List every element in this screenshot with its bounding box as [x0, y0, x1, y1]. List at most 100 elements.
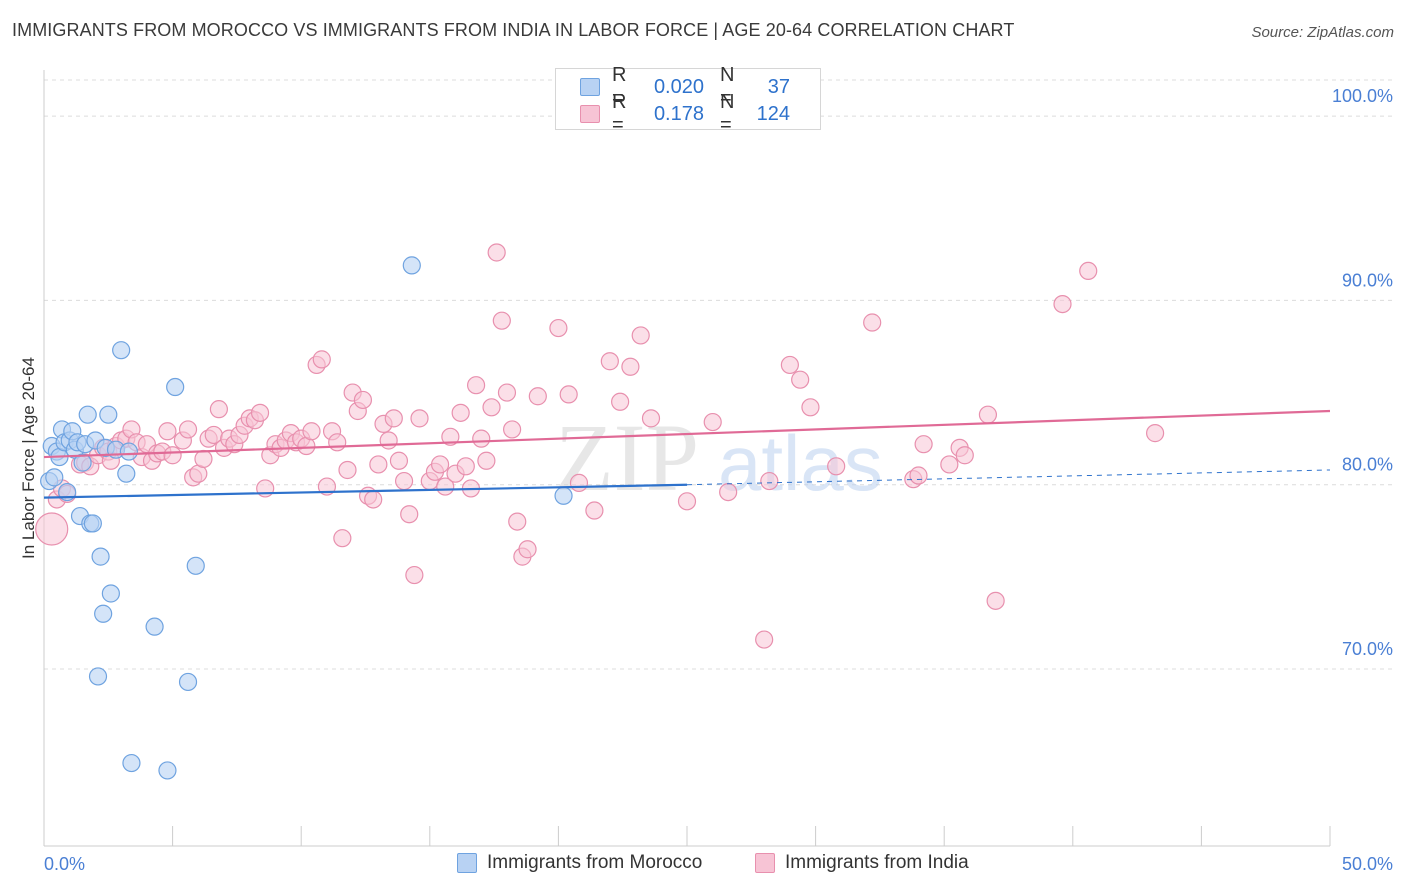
trendlines — [43, 409, 1331, 499]
morocco-point — [178, 672, 198, 692]
x-tick-label-max: 50.0% — [1342, 854, 1393, 874]
india-point — [178, 420, 198, 439]
chart-title: IMMIGRANTS FROM MOROCCO VS IMMIGRANTS FR… — [12, 20, 1015, 40]
morocco-point — [88, 667, 108, 686]
india-point — [328, 433, 347, 452]
india-point — [209, 400, 228, 419]
india-point — [466, 376, 486, 395]
morocco-point — [122, 753, 141, 773]
india-point — [1053, 294, 1072, 314]
y-tick-label: 70.0% — [1342, 639, 1393, 659]
series-legend-india[interactable]: Immigrants from India — [755, 852, 969, 874]
legend-swatch-india — [580, 105, 600, 123]
india-point — [585, 501, 604, 520]
india-point — [436, 477, 455, 496]
morocco-point — [402, 256, 421, 275]
india-point — [400, 505, 419, 524]
legend-r-value-morocco: 0.020 — [653, 75, 704, 98]
legend-r-value-india: 0.178 — [653, 102, 704, 125]
india-point — [333, 529, 352, 548]
legend-n-value-morocco: 37 — [767, 75, 790, 98]
india-point — [549, 318, 568, 338]
series-legend-swatch-india — [755, 853, 775, 873]
india-point — [677, 492, 697, 511]
morocco-point — [94, 604, 113, 623]
india-points — [35, 243, 1165, 649]
india-point — [755, 630, 774, 649]
india-point — [760, 471, 779, 491]
india-point — [451, 403, 470, 422]
india-point — [338, 460, 357, 480]
series-legend-label-india: Immigrants from India — [785, 852, 969, 873]
morocco-point — [99, 405, 118, 424]
india-point — [487, 243, 506, 262]
x-tick-label-min: 0.0% — [44, 854, 85, 874]
morocco-point — [119, 442, 138, 461]
legend-swatch-morocco — [580, 78, 600, 96]
india-point — [405, 565, 424, 585]
india-point — [621, 357, 640, 376]
india-point — [369, 455, 388, 474]
y-axis-title: In Labor Force | Age 20-64 — [19, 357, 38, 559]
india-point — [914, 435, 933, 454]
india-point — [641, 409, 661, 428]
morocco-point — [91, 547, 110, 566]
india-point — [482, 398, 501, 417]
y-tick-label: 90.0% — [1342, 270, 1393, 290]
india-point — [430, 455, 450, 474]
india-point — [508, 512, 527, 531]
india-point — [528, 387, 547, 406]
india-point — [719, 482, 738, 502]
india-point — [477, 451, 496, 470]
morocco-point — [117, 464, 136, 483]
india-point — [780, 355, 799, 375]
watermark-zip: ZIP — [555, 404, 699, 511]
india-point — [863, 313, 882, 332]
india-point — [456, 457, 475, 476]
india-point — [384, 409, 403, 428]
axes — [43, 70, 1331, 847]
legend-r-label: R = — [612, 64, 627, 109]
india-point — [312, 350, 331, 369]
x-tick-labels: 0.0% 50.0% — [44, 854, 1393, 874]
india-point — [1079, 261, 1098, 281]
india-point — [600, 352, 619, 371]
india-point — [791, 370, 810, 389]
india-point — [302, 422, 321, 441]
india-point — [379, 431, 398, 450]
morocco-point — [78, 405, 97, 424]
morocco-trendline — [43, 483, 688, 499]
india-point — [250, 403, 270, 422]
india-point — [1146, 424, 1165, 443]
series-legend: Immigrants from Morocco Immigrants from … — [0, 852, 1406, 878]
series-legend-morocco[interactable]: Immigrants from Morocco — [457, 852, 702, 874]
morocco-point — [554, 486, 573, 505]
correlation-legend: R = 0.020 N = 37 R = 0.178 N = 124 — [555, 64, 821, 136]
morocco-point — [166, 377, 185, 397]
india-point — [492, 311, 511, 330]
india-point — [940, 455, 959, 474]
india-point — [518, 540, 537, 559]
series-legend-swatch-morocco — [457, 853, 477, 873]
india-point — [559, 385, 578, 404]
india-point — [801, 398, 820, 417]
chart-source: Source: ZipAtlas.com — [1251, 24, 1394, 41]
legend-r-label: R = — [612, 91, 627, 136]
morocco-point — [73, 453, 92, 472]
india-point — [163, 446, 182, 465]
india-point — [389, 451, 409, 470]
gridlines — [44, 79, 1392, 670]
india-point — [827, 457, 846, 476]
india-point — [194, 449, 213, 469]
legend-row-morocco: R = 0.020 N = 37 — [580, 64, 790, 109]
india-point — [394, 471, 414, 491]
india-trendline — [43, 409, 1331, 459]
india-point — [503, 420, 522, 439]
india-point — [978, 405, 998, 424]
india-point — [364, 490, 383, 509]
india-point — [353, 390, 373, 410]
series-legend-label-morocco: Immigrants from Morocco — [487, 852, 703, 873]
india-point — [410, 409, 429, 428]
morocco-trendline-extension — [686, 469, 1331, 486]
